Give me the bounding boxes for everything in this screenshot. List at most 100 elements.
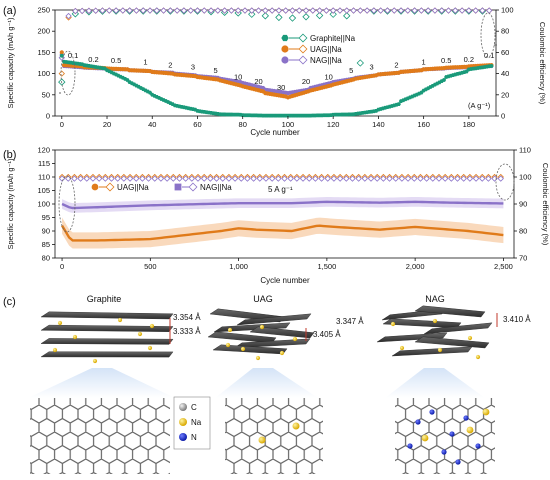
panel-a-ytick-label: 0 xyxy=(46,112,50,121)
panel-b-ce-marker-1 xyxy=(398,175,406,182)
panel-b-ytick-label: 80 xyxy=(42,254,50,263)
uag-sheet xyxy=(233,338,311,349)
panel-b-ce-marker-1 xyxy=(176,175,183,182)
panel-a-ce-marker-2 xyxy=(391,7,398,14)
nag-lattice-n-atom xyxy=(455,459,461,465)
panel-b-ytick-label: 110 xyxy=(38,173,50,182)
panel-b-ce-marker-1 xyxy=(466,175,474,182)
panel-b-ce-marker-1 xyxy=(299,175,307,182)
panel-b-ce-marker-1 xyxy=(367,175,375,182)
panel-b-ce-marker-1 xyxy=(182,175,189,182)
panel-a-legend-filled-marker xyxy=(281,34,289,42)
carbon-legend-label: C xyxy=(191,403,197,412)
graphite-na-atom xyxy=(52,347,58,353)
panel-a-ce-marker-2 xyxy=(248,7,255,14)
panel-b-ce-marker-1 xyxy=(404,175,412,182)
panel-a-ce-marker-2 xyxy=(201,7,208,14)
nag-lattice-n-atom xyxy=(441,449,447,455)
panel-a-ce-marker-2 xyxy=(289,7,296,14)
nag-lattice-n-atom xyxy=(449,431,455,437)
panel-a-xtick-label: 60 xyxy=(193,120,201,129)
panel-a-rate-label: 5 xyxy=(213,66,217,75)
panel-a-ce-marker-2 xyxy=(465,7,473,14)
panel-a-ce-marker-2 xyxy=(126,7,133,14)
panel-a-rate-label: 10 xyxy=(324,72,332,81)
panel-b-ce-marker-1 xyxy=(213,175,220,182)
panel-b-legend-label: NAG||Na xyxy=(200,183,232,192)
panel-a-ce-marker-2 xyxy=(214,7,221,14)
panel-a-rate-label: 20 xyxy=(302,77,310,86)
panel-a-ce-marker-2 xyxy=(397,7,405,14)
graphite-sheet xyxy=(40,324,174,332)
panel-a-rate-label: 0.5 xyxy=(111,56,121,65)
panel-a-ce-marker-2 xyxy=(296,7,303,14)
panel-b-ce-marker-1 xyxy=(262,175,270,182)
nag-lattice-na-atom xyxy=(421,434,429,442)
graphite-spacing-2: 3.333 Å xyxy=(173,327,201,336)
panel-b-ce-marker-1 xyxy=(472,175,480,182)
panel-a-legend-open-marker xyxy=(298,33,308,43)
panel-a-ce-marker-2 xyxy=(438,7,445,14)
panel-a-ce-marker-2 xyxy=(221,7,228,14)
panel-a-ce-marker-2 xyxy=(384,7,391,14)
panel-a-ylabel-left: Specific capacity (mAh g⁻¹) xyxy=(6,17,15,109)
nag-lattice-n-atom xyxy=(429,409,435,415)
panel-a-ce-marker-2 xyxy=(350,7,357,14)
panel-b-ce-marker-1 xyxy=(244,175,251,182)
panel-b-ytick-label: 95 xyxy=(42,213,50,222)
panel-b-ytick-right-label: 100 xyxy=(519,173,532,182)
nag-sheet xyxy=(382,318,462,329)
panel-a: (a) 0.1 0.2 0.5 1 2 3 5 10 20 30 20 10 5 3 2 1 0.5 0.2 0.1… xyxy=(3,5,547,137)
panel-b-ce-marker-1 xyxy=(411,175,418,182)
panel-a-rate-label: 0.2 xyxy=(88,55,98,64)
panel-b-ce-marker-1 xyxy=(139,175,146,182)
nag-lattice xyxy=(395,398,495,474)
panel-a-ce-marker-2 xyxy=(472,7,479,14)
panel-a-ce-marker-2 xyxy=(370,7,378,14)
panel-a-label: (a) xyxy=(3,5,16,17)
nag-spacing-1: 3.347 Å xyxy=(336,317,364,326)
panel-a-xtick-label: 20 xyxy=(103,120,111,129)
panel-a-ce-marker-2 xyxy=(194,7,201,14)
panel-a-ce-marker-2 xyxy=(404,7,411,14)
graphite-beam xyxy=(28,368,175,398)
panel-b-ce-marker-1 xyxy=(441,175,449,182)
panel-b-ce-marker-1 xyxy=(83,175,90,182)
panel-b-ce-marker-1 xyxy=(306,175,313,182)
panel-b-ytick-right-label: 90 xyxy=(519,200,527,209)
panel-a-ytick-label: 250 xyxy=(37,6,50,15)
panel-b-ce-marker-1 xyxy=(312,175,319,182)
graphite-lattice xyxy=(30,398,170,474)
panel-b-ce-marker-1 xyxy=(281,175,288,182)
uag-na-atom xyxy=(227,327,233,333)
panel-a-legend-open-marker xyxy=(298,55,308,65)
panel-a-ce-marker-2 xyxy=(377,7,384,14)
nag-na-atom xyxy=(437,347,443,353)
panel-a-xtick-label: 80 xyxy=(239,120,247,129)
panel-b-ce-marker-1 xyxy=(318,175,325,182)
panel-b-ce-marker-1 xyxy=(343,175,350,182)
panel-a-ce-marker-2 xyxy=(357,7,364,14)
panel-a-rate-label: 2 xyxy=(168,60,172,69)
panel-a-rate-label: 0.1 xyxy=(68,51,78,60)
panel-a-ce-marker-0 xyxy=(302,13,310,21)
panel-a-ytick-label: 200 xyxy=(37,27,50,36)
uag-lattice-na-1 xyxy=(258,436,266,444)
panel-a-right-ellipse xyxy=(480,12,496,58)
panel-b-ce-marker-1 xyxy=(479,175,486,182)
panel-b-ce-marker-1 xyxy=(336,175,344,182)
panel-a-xtick-label: 40 xyxy=(148,120,156,129)
panel-a-ce-marker-2 xyxy=(180,7,188,14)
panel-a-ytick-label: 150 xyxy=(37,48,50,57)
graphite-na-atom xyxy=(92,358,98,364)
uag-lattice-mesh xyxy=(225,398,323,474)
panel-a-rate-unit: (A g⁻¹) xyxy=(468,101,491,110)
panel-a-ytick-right-label: 20 xyxy=(501,90,509,99)
panel-a-rate-label: 3 xyxy=(191,63,195,72)
panel-a-xtick-label: 0 xyxy=(60,120,64,129)
panel-a-legend-label: UAG||Na xyxy=(310,45,342,54)
panel-a-ce-marker-2 xyxy=(228,7,235,14)
nag-lattice-na-atom xyxy=(466,426,474,434)
graphite-na-atom xyxy=(149,323,155,329)
